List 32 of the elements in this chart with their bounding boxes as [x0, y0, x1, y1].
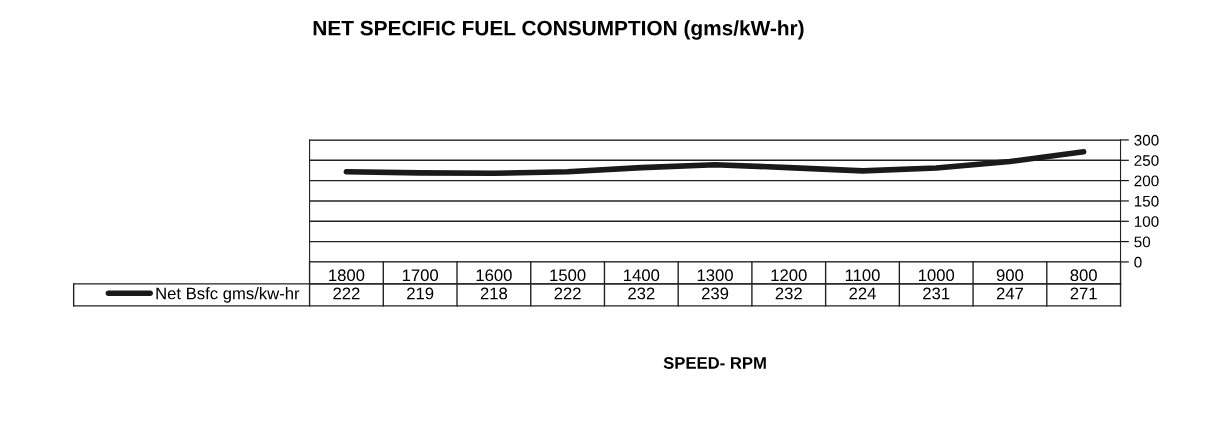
data-label: 247 — [996, 287, 1024, 300]
x-tick-label: 1200 — [771, 269, 807, 282]
y-tick-label: 100 — [1134, 216, 1159, 227]
data-label: 222 — [554, 287, 581, 300]
x-tick-label: 1800 — [329, 269, 365, 282]
chart-title: NET SPECIFIC FUEL CONSUMPTION (gms/kW-hr) — [313, 20, 804, 40]
data-label: 232 — [628, 287, 655, 300]
x-tick-label: 800 — [1070, 269, 1097, 282]
y-tick-label: 0 — [1134, 256, 1142, 268]
x-tick-label: 900 — [996, 269, 1024, 282]
data-label: 232 — [775, 287, 802, 300]
x-tick-label: 1400 — [624, 269, 660, 282]
x-tick-label: 1600 — [476, 269, 512, 282]
y-tick-label: 250 — [1134, 155, 1159, 166]
data-label: 239 — [701, 287, 729, 300]
data-label: 224 — [849, 287, 876, 300]
y-tick-label: 300 — [1134, 134, 1159, 146]
data-label: 231 — [923, 287, 950, 300]
x-tick-label: 1000 — [918, 269, 955, 282]
x-tick-label: 1300 — [697, 269, 733, 282]
data-label: 218 — [480, 287, 508, 300]
y-tick-label: 150 — [1134, 195, 1159, 207]
data-label: 271 — [1070, 287, 1097, 300]
data-label: 219 — [407, 287, 434, 300]
x-tick-label: 1700 — [402, 269, 439, 282]
x-tick-label: 1500 — [550, 269, 586, 282]
y-tick-label: 50 — [1134, 236, 1151, 248]
legend-label: Net Bsfc gms/kw-hr — [156, 287, 300, 303]
data-label: 222 — [333, 287, 360, 300]
x-tick-label: 1100 — [845, 269, 880, 282]
x-axis-title: SPEED- RPM — [663, 357, 766, 369]
y-tick-label: 200 — [1134, 175, 1159, 187]
